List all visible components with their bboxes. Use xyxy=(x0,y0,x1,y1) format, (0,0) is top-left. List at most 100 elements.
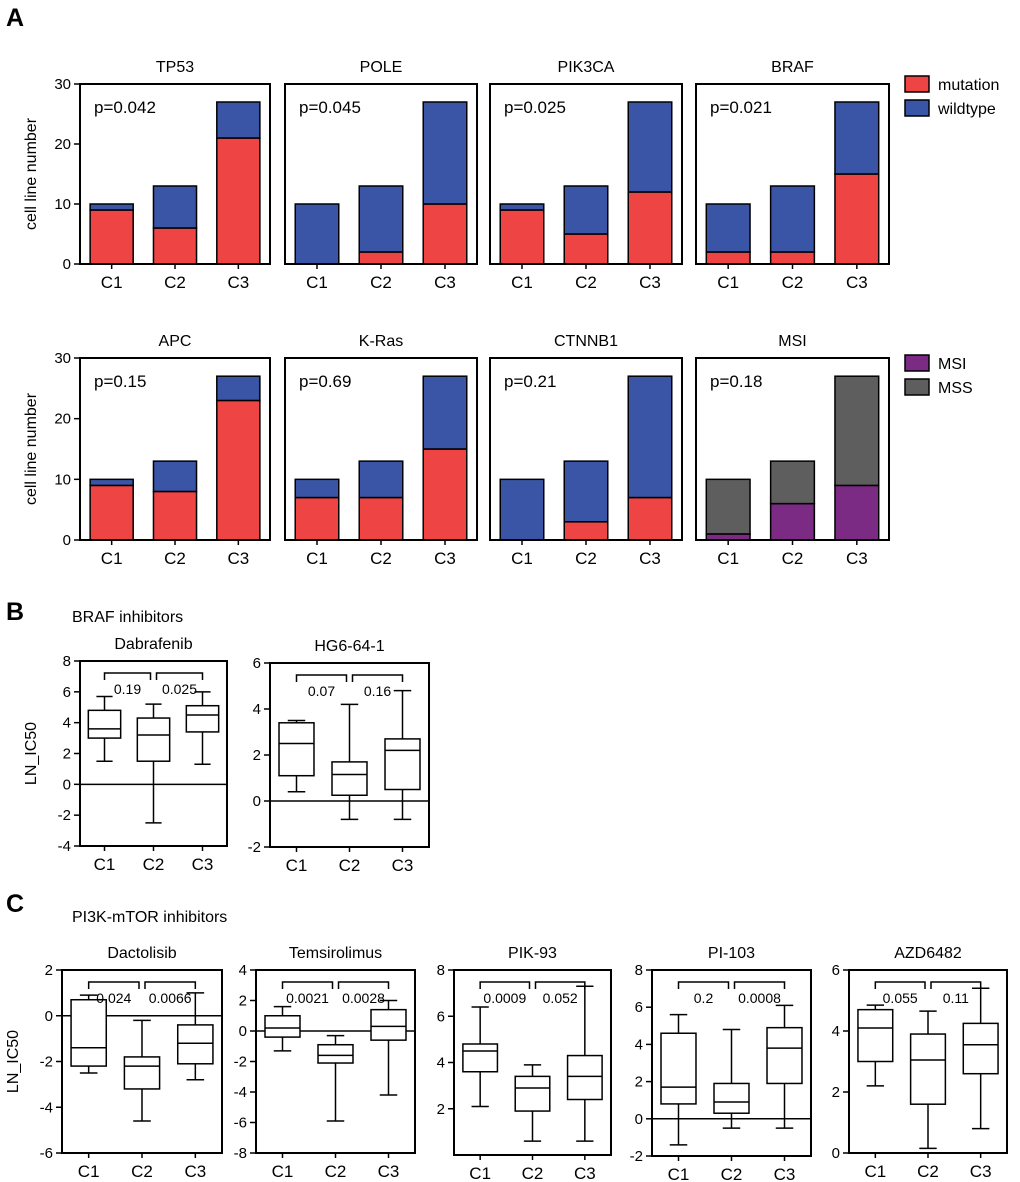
bar-wildtype-c2 xyxy=(358,185,404,253)
y-tick-label: 8 xyxy=(63,653,71,670)
y-tick-label: 0 xyxy=(253,793,261,810)
y-tick-label: 0 xyxy=(63,532,71,549)
y-tick-label: 4 xyxy=(437,1055,445,1072)
x-tick-label: C2 xyxy=(782,273,804,292)
chart-title: AZD6482 xyxy=(894,945,962,962)
chart-title: PIK3CA xyxy=(558,59,615,76)
bar-mutation-c3 xyxy=(422,448,468,541)
plot-frame xyxy=(61,969,223,1154)
bracket-p-value: 0.052 xyxy=(543,990,578,1006)
box-c3 xyxy=(962,1022,999,1075)
chart-ctnnb1: CTNNB1 C1 C2 C3 p=0.21 xyxy=(489,333,683,568)
x-tick-label: C2 xyxy=(325,1162,347,1181)
chart-dabrafenib: Dabrafenib -4 -2 0 2 4 6 8 LN_IC50 C1 C2 C3 0.19 0.02… xyxy=(23,636,228,874)
p-value-annotation: p=0.042 xyxy=(94,98,156,117)
y-tick-label: 2 xyxy=(63,746,71,763)
x-tick-label: C2 xyxy=(370,273,392,292)
x-tick-label: C1 xyxy=(272,1162,294,1181)
chart-temsirolimus: Temsirolimus -8 -6 -4 -2 0 2 4 C1 C2 C3 0.0021 0.002… xyxy=(234,945,416,1181)
chart-title: BRAF xyxy=(771,59,814,76)
panel-c-title: PI3K-mTOR inhibitors xyxy=(72,909,227,926)
bar-mutation-c2 xyxy=(358,496,404,541)
legend-swatch-mss xyxy=(904,378,930,396)
y-tick-label: -2 xyxy=(248,839,261,856)
y-tick-label: 6 xyxy=(832,962,840,979)
x-tick-label: C1 xyxy=(511,549,533,568)
box-c1 xyxy=(462,1043,499,1073)
x-tick-label: C3 xyxy=(392,856,414,875)
box-c3 xyxy=(566,1054,603,1101)
panel-letter-a: A xyxy=(6,4,24,32)
y-tick-label: 2 xyxy=(437,1101,445,1118)
box-c1 xyxy=(87,709,122,739)
bar-wildtype-c3 xyxy=(422,101,468,205)
significance-bracket xyxy=(295,674,348,682)
chart-title: Dactolisib xyxy=(107,945,176,962)
chart-azd6482: AZD6482 0 2 4 6 C1 C2 C3 0.055 0.11 xyxy=(832,945,1008,1181)
x-tick-label: C2 xyxy=(143,855,165,874)
bracket-p-value: 0.11 xyxy=(943,990,969,1006)
y-tick-label: 30 xyxy=(54,76,71,93)
chart-title: Temsirolimus xyxy=(289,945,382,962)
box-c3 xyxy=(176,1024,214,1065)
x-tick-label: C3 xyxy=(434,273,456,292)
y-tick-label: -2 xyxy=(58,807,71,824)
legend-label: MSI xyxy=(938,356,966,373)
y-tick-label: 8 xyxy=(635,962,643,979)
bar-wildtype-c2 xyxy=(152,185,198,229)
x-tick-label: C1 xyxy=(78,1162,100,1181)
plot-frame xyxy=(255,969,416,1154)
legend-label: MSS xyxy=(938,380,973,397)
bracket-p-value: 0.07 xyxy=(308,683,335,699)
significance-bracket xyxy=(87,981,140,989)
y-tick-label: -4 xyxy=(234,1084,247,1101)
y-tick-label: 6 xyxy=(437,1008,445,1025)
chart-dactolisib: Dactolisib -6 -4 -2 0 2 LN_IC50 C1 C2 C3 0.024 0.00… xyxy=(5,945,223,1181)
bracket-p-value: 0.16 xyxy=(364,683,391,699)
bar-mutation-c2 xyxy=(152,490,198,541)
y-tick-label: 20 xyxy=(54,411,71,428)
significance-bracket xyxy=(155,672,204,680)
bar-wildtype-c1 xyxy=(499,203,545,211)
y-tick-label: 6 xyxy=(635,999,643,1016)
box-c2 xyxy=(317,1043,354,1064)
y-tick-label: 2 xyxy=(253,747,261,764)
y-tick-label: 6 xyxy=(63,684,71,701)
bracket-p-value: 0.0021 xyxy=(286,990,329,1006)
x-tick-label: C1 xyxy=(306,273,328,292)
bar-wildtype-c3 xyxy=(627,375,673,499)
box-c3 xyxy=(384,738,421,791)
bar-wildtype-c2 xyxy=(563,185,609,235)
x-tick-label: C1 xyxy=(668,1165,690,1182)
chart-title: HG6-64-1 xyxy=(314,638,384,655)
legend-layer: mutation wildtype MSI MSS xyxy=(904,75,999,397)
y-axis-label: cell line number xyxy=(23,117,40,230)
bar-mutation-c3 xyxy=(422,203,468,265)
x-tick-label: C3 xyxy=(184,1162,206,1181)
plot-frame xyxy=(79,660,228,847)
chart-title: APC xyxy=(159,333,192,350)
x-tick-label: C3 xyxy=(639,549,661,568)
y-tick-label: 0 xyxy=(63,776,71,793)
panel-letter-c: C xyxy=(6,890,24,918)
p-value-annotation: p=0.025 xyxy=(504,98,566,117)
x-tick-label: C1 xyxy=(717,549,739,568)
p-value-annotation: p=0.21 xyxy=(504,372,556,391)
bar-mutation-c3 xyxy=(216,137,261,265)
chart-title: PIK-93 xyxy=(508,945,557,962)
x-tick-label: C2 xyxy=(164,273,186,292)
bar-wildtype-c2 xyxy=(358,460,404,499)
chart-pi-103: PI-103 -2 0 2 4 6 8 C1 C2 C3 0.2 0.0008 xyxy=(630,945,812,1182)
y-tick-label: 0 xyxy=(45,1008,53,1025)
y-tick-label: 4 xyxy=(635,1036,643,1053)
y-axis-label: cell line number xyxy=(23,392,40,505)
box-c3 xyxy=(766,1026,803,1085)
y-tick-label: -4 xyxy=(40,1099,53,1116)
significance-bracket xyxy=(733,981,786,989)
x-tick-label: C3 xyxy=(846,549,868,568)
legend: MSI MSS xyxy=(904,354,973,397)
significance-bracket xyxy=(930,981,982,989)
bar-mss-c2 xyxy=(769,460,816,505)
x-tick-label: C3 xyxy=(434,549,456,568)
legend-label: mutation xyxy=(938,77,999,94)
